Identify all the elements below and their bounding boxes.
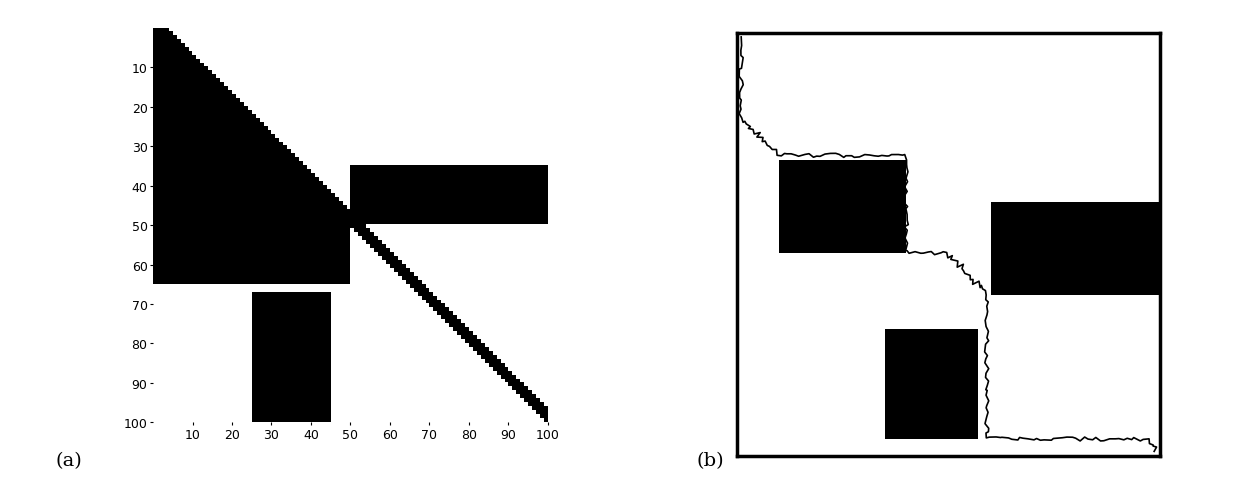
Bar — [885, 329, 978, 439]
Text: (b): (b) — [697, 452, 724, 469]
Text: (a): (a) — [56, 452, 83, 469]
Bar — [779, 160, 906, 253]
Bar — [991, 203, 1161, 296]
